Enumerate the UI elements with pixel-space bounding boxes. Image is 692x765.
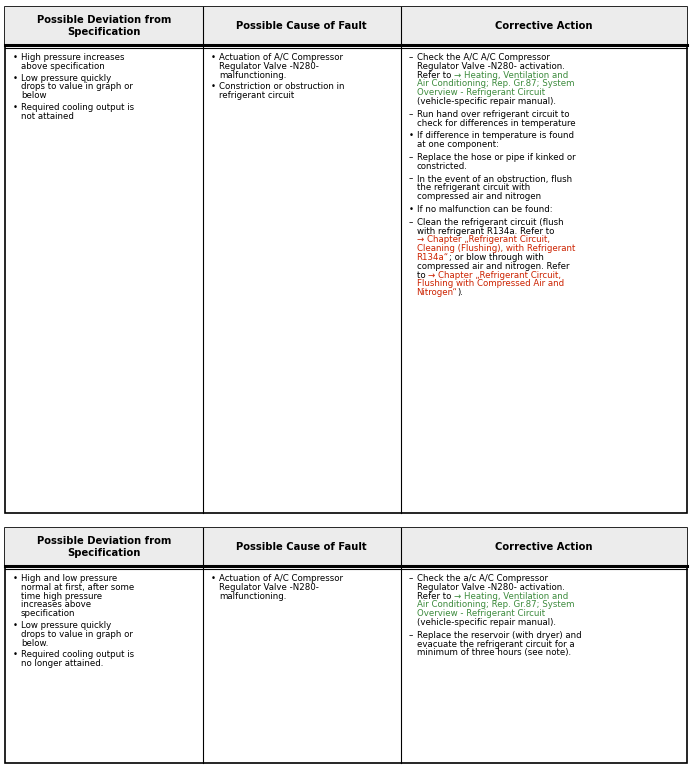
Text: Clean the refrigerant circuit (flush: Clean the refrigerant circuit (flush [417,218,563,226]
Text: –: – [408,574,413,583]
Text: Actuation of A/C Compressor: Actuation of A/C Compressor [219,574,343,583]
Text: drops to value in graph or: drops to value in graph or [21,83,133,91]
Text: High pressure increases: High pressure increases [21,53,125,62]
Text: at one component:: at one component: [417,140,498,149]
Text: specification: specification [21,609,75,618]
Text: –: – [408,631,413,640]
Text: malfunctioning.: malfunctioning. [219,591,286,601]
Text: In the event of an obstruction, flush: In the event of an obstruction, flush [417,174,572,184]
Text: •: • [13,53,18,62]
Text: Replace the hose or pipe if kinked or: Replace the hose or pipe if kinked or [417,153,575,162]
Text: –: – [408,174,413,184]
Text: → Heating, Ventilation and: → Heating, Ventilation and [454,70,568,80]
Text: Overview - Refrigerant Circuit: Overview - Refrigerant Circuit [417,88,545,97]
Text: (vehicle-specific repair manual).: (vehicle-specific repair manual). [417,97,556,106]
Text: below.: below. [21,639,48,648]
Text: → Chapter „Refrigerant Circuit,: → Chapter „Refrigerant Circuit, [417,236,549,244]
Text: Run hand over refrigerant circuit to: Run hand over refrigerant circuit to [417,110,569,119]
Bar [5,528,687,763]
Text: → Chapter „Refrigerant Circuit,: → Chapter „Refrigerant Circuit, [428,271,561,279]
Text: Regulator Valve -N280- activation.: Regulator Valve -N280- activation. [417,62,565,71]
Text: with refrigerant R134a. Refer to: with refrigerant R134a. Refer to [417,226,554,236]
Text: malfunctioning.: malfunctioning. [219,70,286,80]
Text: Constriction or obstruction in: Constriction or obstruction in [219,83,345,91]
Text: Replace the reservoir (with dryer) and: Replace the reservoir (with dryer) and [417,631,581,640]
Text: –: – [408,218,413,226]
Text: Check the a/c A/C Compressor: Check the a/c A/C Compressor [417,574,547,583]
Text: → Heating, Ventilation and: → Heating, Ventilation and [454,591,568,601]
Text: Cleaning (Flushing), with Refrigerant: Cleaning (Flushing), with Refrigerant [417,244,575,253]
Text: minimum of three hours (see note).: minimum of three hours (see note). [417,649,571,657]
Text: •: • [13,103,18,112]
Text: Required cooling output is: Required cooling output is [21,650,134,659]
Text: Possible Cause of Fault: Possible Cause of Fault [237,21,367,31]
Text: ).: ). [457,288,464,297]
Text: •: • [211,53,216,62]
Text: Possible Cause of Fault: Possible Cause of Fault [237,542,367,552]
Text: Air Conditioning; Rep. Gr.87; System: Air Conditioning; Rep. Gr.87; System [417,80,574,89]
Text: drops to value in graph or: drops to value in graph or [21,630,133,639]
Text: above specification: above specification [21,62,104,71]
Text: Required cooling output is: Required cooling output is [21,103,134,112]
Text: increases above: increases above [21,601,91,610]
Text: R134a“: R134a“ [417,253,449,262]
Text: time high pressure: time high pressure [21,591,102,601]
Text: If no malfunction can be found:: If no malfunction can be found: [417,205,552,214]
Text: Regulator Valve -N280- activation.: Regulator Valve -N280- activation. [417,583,565,592]
Text: •: • [13,574,18,583]
Text: •: • [211,83,216,91]
Text: •: • [408,205,414,214]
Text: Low pressure quickly: Low pressure quickly [21,621,111,630]
Text: Regulator Valve -N280-: Regulator Valve -N280- [219,583,318,592]
Text: –: – [408,110,413,119]
Bar [5,7,687,45]
Text: ; or blow through with: ; or blow through with [449,253,544,262]
Text: Flushing with Compressed Air and: Flushing with Compressed Air and [417,279,564,288]
Text: compressed air and nitrogen. Refer: compressed air and nitrogen. Refer [417,262,569,271]
Text: •: • [211,574,216,583]
Text: Nitrogen“: Nitrogen“ [417,288,457,297]
Text: •: • [13,621,18,630]
Bar [5,7,687,513]
Text: Corrective Action: Corrective Action [495,542,592,552]
Text: •: • [13,73,18,83]
Text: below: below [21,91,46,100]
Text: High and low pressure: High and low pressure [21,574,117,583]
Text: Refer to: Refer to [417,591,454,601]
Text: Possible Deviation from
Specification: Possible Deviation from Specification [37,536,171,558]
Text: Possible Deviation from
Specification: Possible Deviation from Specification [37,15,171,37]
Text: –: – [408,153,413,162]
Text: Air Conditioning; Rep. Gr.87; System: Air Conditioning; Rep. Gr.87; System [417,601,574,610]
Text: Check the A/C A/C Compressor: Check the A/C A/C Compressor [417,53,549,62]
Text: constricted.: constricted. [417,162,467,171]
Text: Regulator Valve -N280-: Regulator Valve -N280- [219,62,318,71]
Text: to: to [417,271,428,279]
Text: Overview - Refrigerant Circuit: Overview - Refrigerant Circuit [417,609,545,618]
Text: Actuation of A/C Compressor: Actuation of A/C Compressor [219,53,343,62]
Text: normal at first, after some: normal at first, after some [21,583,134,592]
Text: not attained: not attained [21,112,74,121]
Text: –: – [408,53,413,62]
Bar [5,528,687,566]
Text: (vehicle-specific repair manual).: (vehicle-specific repair manual). [417,618,556,627]
Text: If difference in temperature is found: If difference in temperature is found [417,132,574,141]
Text: Refer to: Refer to [417,70,454,80]
Text: no longer attained.: no longer attained. [21,659,103,668]
Text: •: • [408,132,414,141]
Text: check for differences in temperature: check for differences in temperature [417,119,575,128]
Text: •: • [13,650,18,659]
Text: evacuate the refrigerant circuit for a: evacuate the refrigerant circuit for a [417,640,574,649]
Text: Low pressure quickly: Low pressure quickly [21,73,111,83]
Text: compressed air and nitrogen: compressed air and nitrogen [417,192,540,201]
Text: refrigerant circuit: refrigerant circuit [219,91,294,100]
Text: Corrective Action: Corrective Action [495,21,592,31]
Text: the refrigerant circuit with: the refrigerant circuit with [417,184,530,193]
